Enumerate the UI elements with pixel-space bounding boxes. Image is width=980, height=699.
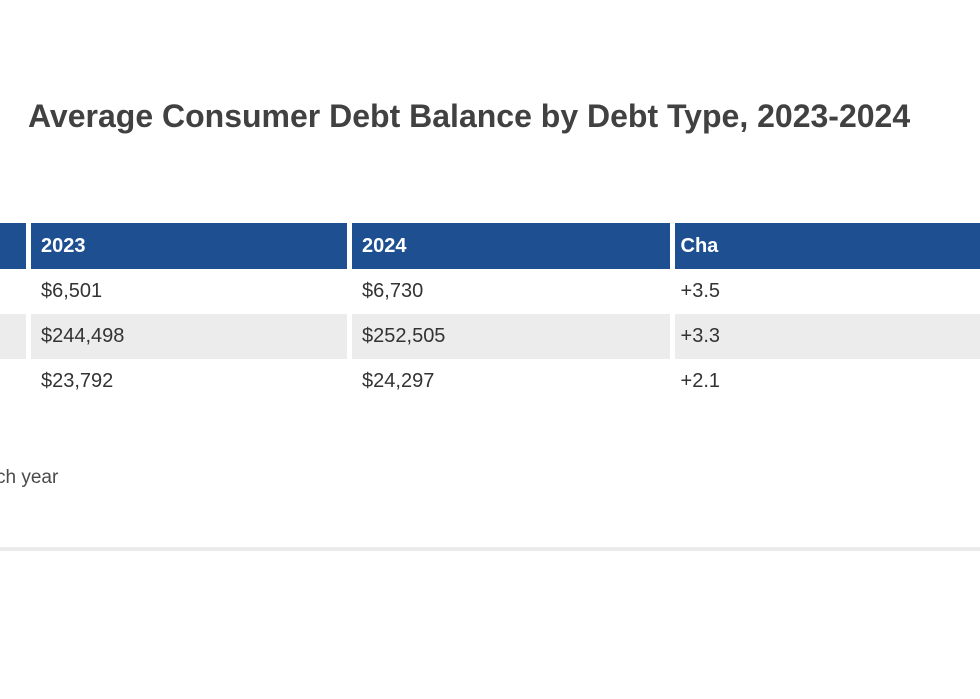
cell-2024-value: $24,297 bbox=[347, 359, 670, 404]
header-row: 2023 2024 Cha bbox=[0, 223, 980, 269]
col-header-2023: 2023 bbox=[25, 223, 348, 269]
col-header-change: Cha bbox=[669, 223, 980, 269]
table-row: $23,792 $24,297 +2.1 bbox=[0, 359, 980, 404]
cell-change-value: +3.3 bbox=[669, 314, 980, 359]
debt-table-container: 2023 2024 Cha $6,501 $6,730 +3.5 $244,49… bbox=[0, 223, 980, 404]
page-title: Average Consumer Debt Balance by Debt Ty… bbox=[28, 98, 911, 134]
table-row: $244,498 $252,505 +3.3 bbox=[0, 314, 980, 359]
cell-debt-type bbox=[0, 314, 26, 359]
cell-2023-value: $23,792 bbox=[25, 359, 348, 404]
debt-table: 2023 2024 Cha $6,501 $6,730 +3.5 $244,49… bbox=[0, 223, 980, 404]
cell-debt-type bbox=[0, 269, 26, 314]
cell-2023-value: $244,498 bbox=[25, 314, 348, 359]
cell-2023-value: $6,501 bbox=[25, 269, 348, 314]
table-row: $6,501 $6,730 +3.5 bbox=[0, 269, 980, 314]
section-divider bbox=[0, 547, 980, 551]
cell-2024-value: $6,730 bbox=[347, 269, 670, 314]
cell-2024-value: $252,505 bbox=[347, 314, 670, 359]
col-header-2024: 2024 bbox=[347, 223, 670, 269]
cell-debt-type bbox=[0, 359, 26, 404]
cell-change-value: +3.5 bbox=[669, 269, 980, 314]
source-note-clipped: ch year bbox=[0, 467, 59, 488]
col-header-debt-type bbox=[0, 223, 26, 269]
cell-change-value: +2.1 bbox=[669, 359, 980, 404]
